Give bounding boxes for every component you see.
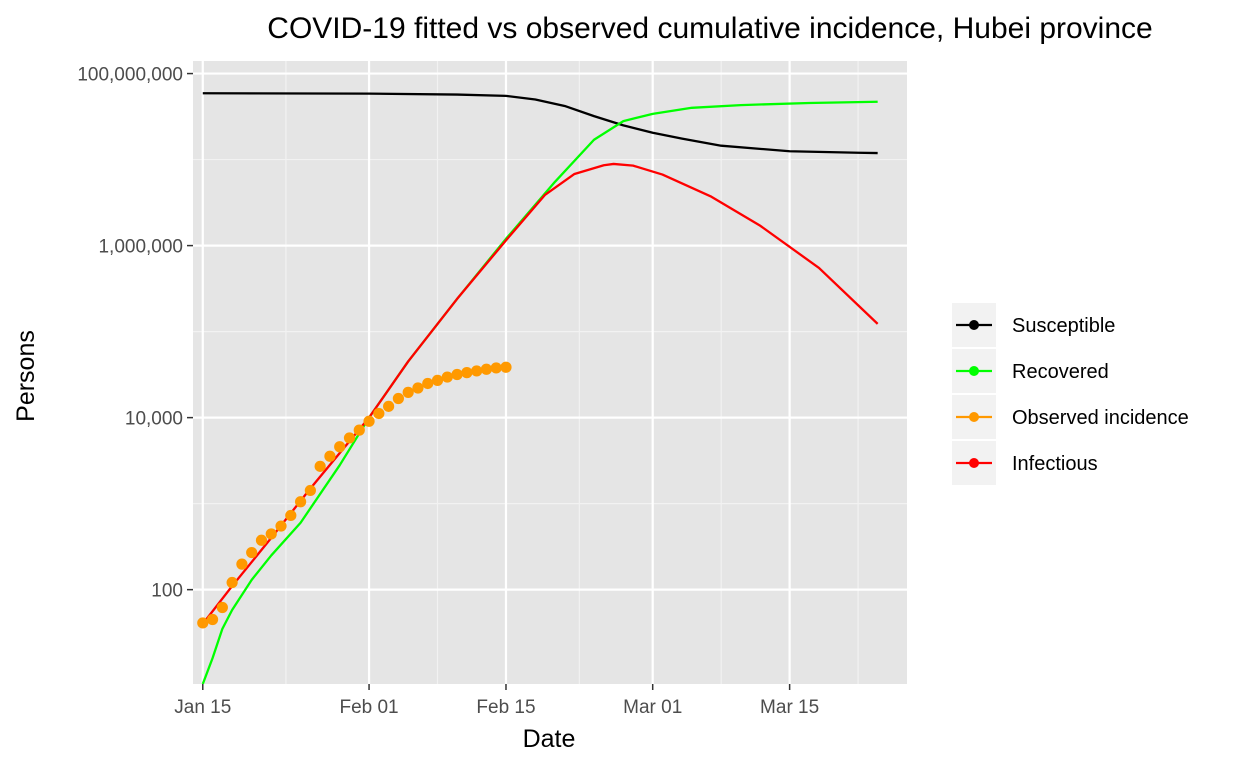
plot-panel bbox=[193, 61, 907, 684]
legend-key-point bbox=[969, 366, 979, 376]
data-point bbox=[285, 509, 297, 522]
series-line-susceptible bbox=[202, 92, 878, 155]
data-point bbox=[431, 374, 444, 386]
data-point bbox=[304, 484, 316, 497]
x-tick-label: Mar 15 bbox=[760, 697, 819, 718]
data-point bbox=[226, 576, 238, 589]
legend-label: Infectious bbox=[1012, 453, 1098, 475]
legend-key-point bbox=[969, 458, 979, 468]
data-point bbox=[451, 368, 463, 381]
legend-label: Susceptible bbox=[1012, 315, 1115, 337]
data-point bbox=[480, 363, 493, 375]
data-point bbox=[216, 601, 228, 614]
chart-title: COVID-19 fitted vs observed cumulative i… bbox=[267, 12, 1152, 45]
legend-label: Observed incidence bbox=[1012, 407, 1189, 429]
data-point bbox=[206, 613, 219, 626]
data-point bbox=[402, 386, 414, 398]
series-line-infectious bbox=[201, 162, 879, 625]
legend-item: Susceptible bbox=[952, 303, 1115, 347]
legend: Susceptible Recovered Observed incidence In… bbox=[952, 303, 1189, 485]
data-point bbox=[471, 365, 483, 377]
data-point bbox=[461, 367, 473, 379]
axes: Jan 15 Feb 01 Feb 15 Mar 01 Mar 15 100 10,000 1… bbox=[77, 65, 819, 718]
x-tick-label: Jan 15 bbox=[174, 697, 231, 718]
y-tick-label: 10,000 bbox=[125, 409, 183, 430]
data-point bbox=[422, 377, 434, 390]
legend-item: Recovered bbox=[952, 349, 1109, 393]
legend-key-point bbox=[969, 412, 979, 422]
legend-key-point bbox=[969, 320, 979, 330]
data-point bbox=[373, 407, 385, 420]
data-point bbox=[265, 528, 277, 540]
data-point bbox=[294, 496, 307, 508]
data-point bbox=[334, 441, 346, 453]
y-tick-label: 100 bbox=[151, 581, 183, 602]
x-tick-label: Feb 15 bbox=[476, 697, 535, 718]
y-tick-label: 1,000,000 bbox=[98, 237, 183, 258]
data-point bbox=[197, 617, 209, 629]
data-point bbox=[353, 424, 365, 436]
data-point bbox=[500, 361, 512, 373]
data-point bbox=[383, 400, 395, 412]
data-point bbox=[314, 460, 326, 472]
series-points-observed-incidence bbox=[197, 361, 512, 629]
legend-label: Recovered bbox=[1012, 361, 1109, 383]
plot-background bbox=[193, 61, 907, 684]
x-axis-title: Date bbox=[523, 725, 576, 753]
data-point bbox=[490, 362, 502, 374]
data-point bbox=[363, 415, 375, 427]
data-point bbox=[412, 382, 424, 394]
data-point bbox=[246, 546, 258, 559]
legend-item: Observed incidence bbox=[952, 395, 1189, 439]
legend-item: Infectious bbox=[952, 441, 1098, 485]
data-point bbox=[275, 520, 287, 532]
data-point bbox=[441, 371, 453, 383]
data-point bbox=[343, 432, 356, 444]
data-point bbox=[236, 558, 248, 570]
x-tick-label: Mar 01 bbox=[623, 697, 682, 718]
x-tick-label: Feb 01 bbox=[339, 697, 398, 718]
y-axis-title: Persons bbox=[12, 330, 40, 422]
y-tick-label: 100,000,000 bbox=[77, 65, 183, 86]
data-point bbox=[324, 450, 336, 462]
data-point bbox=[255, 534, 268, 546]
data-point bbox=[392, 392, 404, 405]
